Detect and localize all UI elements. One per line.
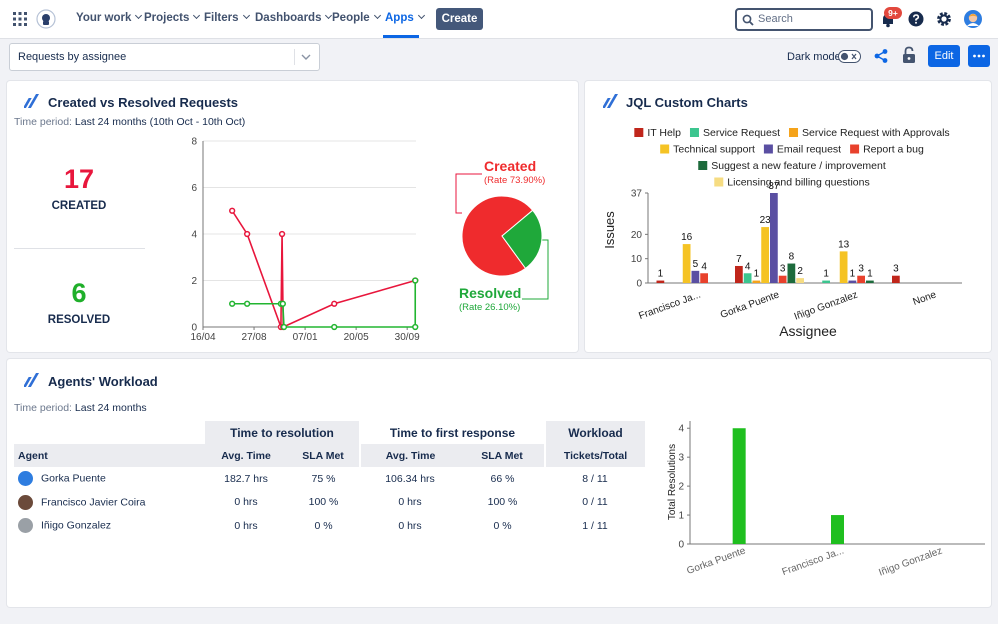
nav-filters[interactable]: Filters [204, 12, 249, 24]
create-button[interactable]: Create [436, 8, 483, 30]
app-switcher[interactable] [13, 12, 27, 26]
table-cell: 1 / 11 [582, 519, 608, 532]
resolved-label: RESOLVED [47, 314, 111, 326]
resolved-count: 6 [71, 278, 87, 308]
notification-badge: 9+ [884, 7, 902, 19]
column-header: Avg. Time [385, 449, 436, 462]
table-cell: 106.34 hrs [385, 472, 435, 485]
agent-name: Iñigo Gonzalez [41, 519, 112, 532]
panel-jql [585, 81, 991, 352]
panel-workload [7, 359, 991, 607]
gadget-icon [24, 373, 39, 387]
more-button[interactable] [968, 45, 990, 67]
dashboard-select[interactable]: Requests by assignee [9, 43, 320, 71]
table-row: Iñigo Gonzalez 0 hrs 0 % 0 hrs 0 % 1 / 11 [14, 514, 645, 538]
edit-button[interactable]: Edit [928, 45, 960, 67]
table-cell: 0 hrs [398, 519, 422, 532]
table-cell: 100 % [487, 496, 518, 509]
table-cell: 75 % [311, 472, 336, 485]
gadget-icon [603, 94, 618, 108]
period-value: Last 24 months (10th Oct - 10th Oct) [74, 116, 246, 128]
table-cell: 0 hrs [398, 496, 422, 509]
group-header: Time to resolution [205, 421, 361, 444]
dark-mode-label: Dark mode [787, 51, 841, 63]
period-label: Time period: [14, 116, 72, 128]
panel-title: JQL Custom Charts [626, 95, 748, 110]
group-header: Workload [545, 421, 645, 444]
column-header: SLA Met [460, 444, 546, 467]
search-box[interactable]: Search [735, 8, 873, 31]
panel-title: Created vs Resolved Requests [48, 95, 239, 110]
table-cell: 66 % [490, 472, 515, 485]
nav-people[interactable]: People [332, 12, 380, 24]
table-cell: 0 / 11 [582, 496, 608, 509]
settings-icon[interactable] [936, 11, 952, 27]
nav-your-work[interactable]: Your work [76, 12, 141, 24]
dark-mode-toggle[interactable] [838, 50, 861, 63]
table-row: Gorka Puente 182.7 hrs 75 % 106.34 hrs 66 % 8… [14, 467, 645, 491]
column-header: Avg. Time [221, 449, 271, 462]
share-icon[interactable] [873, 48, 889, 64]
table-cell: 0 hrs [234, 519, 258, 532]
more-dots [973, 54, 985, 58]
gadget-icon [24, 94, 39, 108]
table-cell: 0 % [493, 519, 512, 532]
agent-avatar [18, 471, 33, 487]
created-label: CREATED [51, 200, 107, 212]
agent-cell: Iñigo Gonzalez [14, 514, 205, 538]
table-cell: 8 / 11 [582, 472, 608, 485]
search-icon [742, 14, 754, 26]
select-chevron [301, 54, 311, 60]
user-avatar[interactable] [964, 10, 982, 28]
table-cell: 100 % [308, 496, 339, 509]
agent-cell: Gorka Puente [14, 467, 205, 491]
agent-name: Francisco Javier Coira [41, 496, 146, 509]
table-row: Francisco Javier Coira 0 hrs 100 % 0 hrs 100… [14, 491, 645, 515]
dashboard-select-value: Requests by assignee [18, 51, 127, 63]
panel-title: Agents' Workload [48, 374, 158, 389]
site-logo[interactable] [36, 9, 56, 29]
period-label: Time period: [14, 402, 72, 414]
lock-icon[interactable] [902, 46, 916, 64]
column-header: Agent [18, 449, 48, 462]
workload-table: Time to resolution Time to first respons… [14, 421, 645, 538]
nav-apps[interactable]: Apps [385, 12, 424, 24]
nav-dashboards[interactable]: Dashboards [255, 12, 331, 24]
table-cell: 0 hrs [234, 496, 258, 509]
column-header: Tickets/Total [563, 449, 628, 462]
period-value: Last 24 months [74, 402, 147, 414]
stat-divider [14, 248, 145, 249]
column-header: SLA Met [287, 444, 361, 467]
help-icon[interactable] [908, 11, 924, 27]
agent-name: Gorka Puente [41, 472, 106, 485]
active-underline [383, 35, 419, 38]
time-period: Time period: Last 24 months [14, 402, 147, 414]
empty-corner [14, 421, 205, 444]
search-placeholder: Search [758, 13, 793, 25]
table-cell: 0 % [314, 519, 333, 532]
top-nav: Your work Projects Filters Dashboards Pe… [0, 0, 998, 39]
agent-cell: Francisco Javier Coira [14, 491, 205, 515]
agent-avatar [18, 494, 33, 510]
time-period: Time period: Last 24 months (10th Oct - … [14, 116, 245, 128]
group-header: Time to first response [360, 421, 546, 444]
agent-avatar [18, 518, 33, 534]
select-divider [294, 49, 295, 65]
created-count: 17 [63, 164, 95, 194]
nav-projects[interactable]: Projects [144, 12, 199, 24]
table-cell: 182.7 hrs [224, 472, 268, 485]
